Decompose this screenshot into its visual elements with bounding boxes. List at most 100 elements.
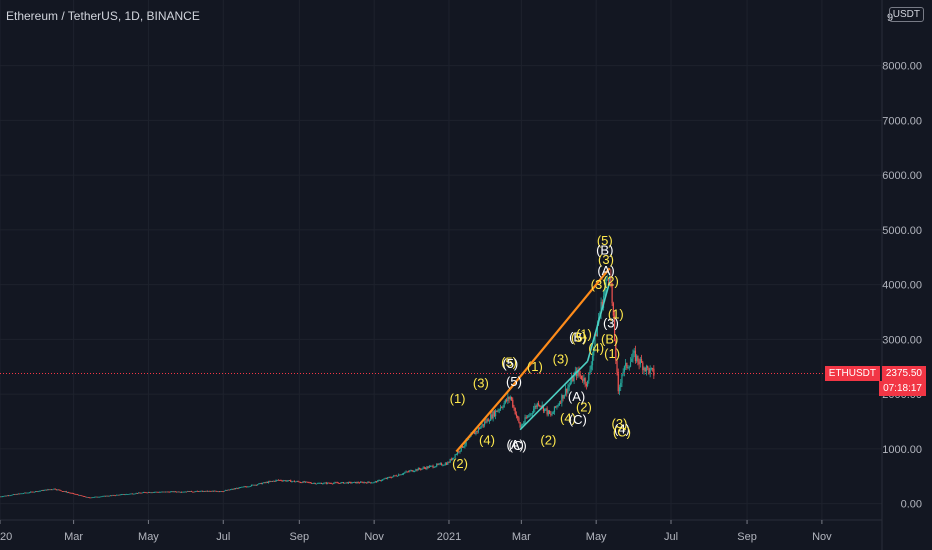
candle-body [649,368,651,374]
candle-body [253,484,255,486]
candle-body [286,480,288,482]
candle-body [529,413,531,416]
candle-body [421,468,423,470]
candle-body [556,405,558,408]
candle-body [226,490,228,491]
candle-body [503,402,505,408]
candle-body [69,492,71,494]
wave-label: (3) [598,252,614,267]
wave-label: (2) [603,274,619,289]
candle-body [281,480,283,482]
candle-body [460,445,462,451]
grid-lines [0,0,882,520]
candle-body [0,496,2,498]
candle-body [405,471,407,473]
candle-body [247,486,249,488]
wave-label: (4) [479,432,495,447]
candle-body [75,494,77,495]
time-axis[interactable]: 2020 Mar May Jul Sep Nov 2021 Mar May Jul Sep Nov [0,520,832,543]
candle-body [287,480,289,481]
time-tick-label: 2021 [437,531,461,543]
candle-body [171,491,173,493]
candle-body [383,478,385,480]
candle-body [196,490,199,492]
candle-body [414,470,416,472]
candle-body [209,490,211,492]
candle-body [81,495,83,497]
candle-body [90,497,92,499]
candle-body [261,483,264,485]
wave-label: (5) [597,233,613,248]
candle-body [459,450,461,452]
candle-body [573,374,575,382]
candle-body [644,367,646,372]
candle-body [60,490,62,492]
candle-body [353,481,356,483]
time-tick-label: May [586,531,607,543]
candle-body [418,468,421,469]
candle-body [168,491,170,493]
candle-body [16,494,18,495]
candle-body [84,496,86,497]
candle-body [588,373,590,381]
candle-body [438,463,440,465]
candle-body [443,464,445,466]
candle-body [189,491,191,492]
candle-body [335,482,337,484]
candle-body [411,470,413,472]
wave-label: (4) [614,422,630,437]
wave-label: (C) [509,438,527,453]
candle-body [74,493,76,495]
candle-body [249,486,251,487]
candle-body [642,362,644,371]
candle-body [600,301,602,313]
candle-body [108,495,110,497]
candle-body [517,416,519,418]
candle-body [93,496,96,498]
candle-body [502,407,504,408]
candle-body [58,489,60,491]
candle-body [308,482,310,484]
candle-body [290,480,292,482]
candle-body [161,491,163,493]
candle-body [518,417,520,423]
candle-body [550,413,552,415]
candle-body [427,466,429,468]
candle-body [366,482,368,484]
candle-body [63,491,65,492]
candle-body [194,491,196,493]
candle-body [429,465,432,467]
wave-label: (3) [553,351,569,366]
candle-body [275,480,277,482]
candle-body [640,359,643,363]
candle-body [450,458,453,461]
candle-body [488,420,491,422]
candle-body [57,489,59,491]
candle-body [103,495,105,497]
candle-body [520,425,522,428]
candle-body [80,495,82,496]
candle-body [123,494,125,495]
time-tick-label: Sep [290,531,310,543]
candle-body [339,482,341,484]
candle-body [147,492,150,493]
candle-body [304,481,307,483]
candle-body [448,462,450,464]
candle-body [541,404,543,407]
candle-body [513,406,515,408]
currency-badge[interactable]: USDT [888,7,924,22]
candle-body [536,403,538,408]
candle-body [215,490,217,492]
candle-body [14,494,16,496]
candle-body [616,360,618,373]
candle-body [106,495,108,497]
candle-body [68,492,70,494]
candle-body [344,482,346,484]
candle-body [79,495,81,496]
candle-body [585,383,587,386]
candle-body [584,378,586,384]
candle-body [389,477,391,478]
candle-body [7,495,10,497]
time-tick-label: 2020 [0,531,12,543]
